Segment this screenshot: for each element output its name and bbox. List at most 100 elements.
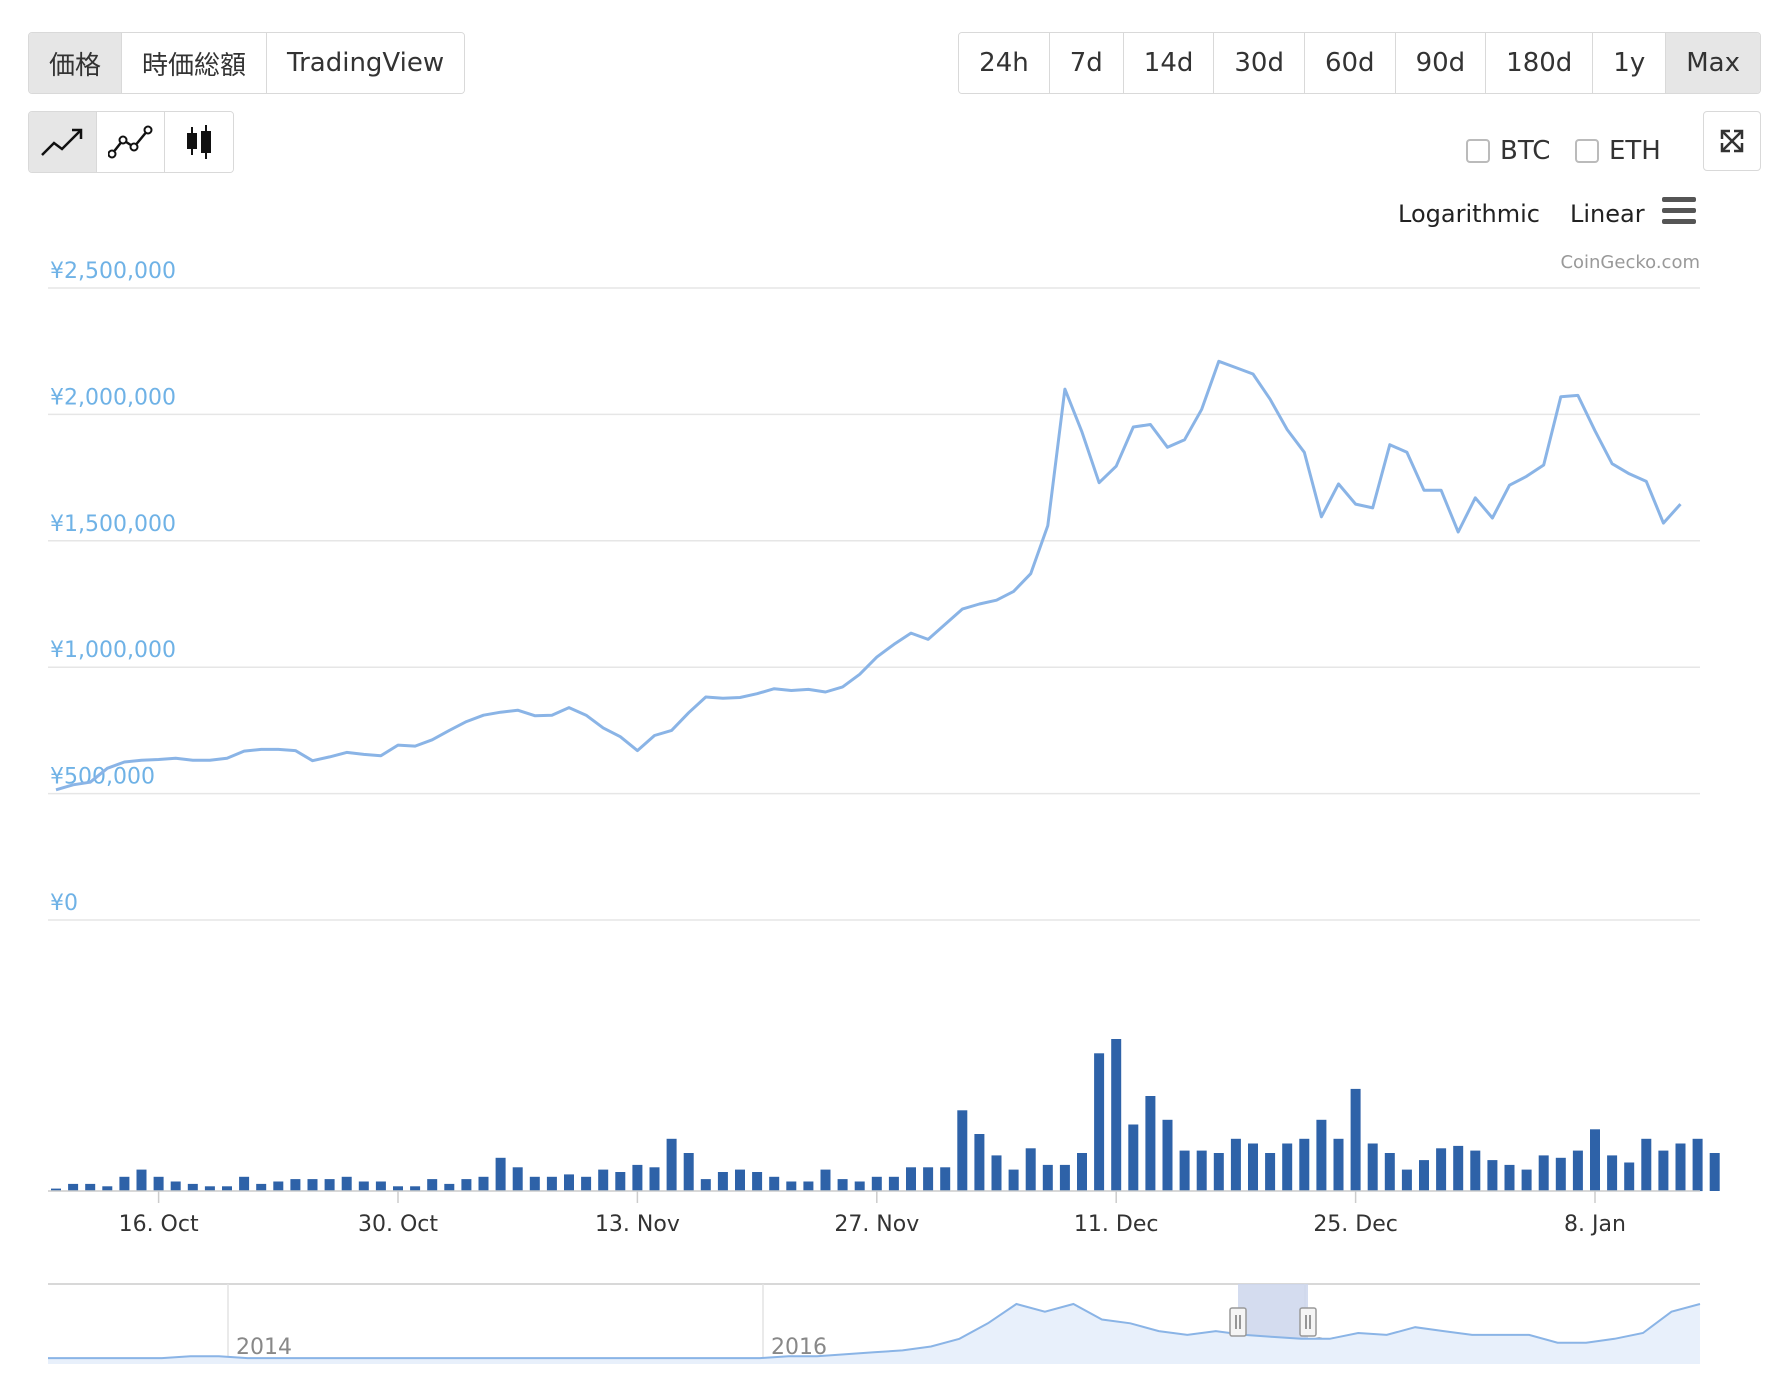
volume-bar — [1043, 1165, 1053, 1191]
volume-bar — [1060, 1165, 1070, 1191]
volume-bar — [598, 1170, 608, 1191]
volume-bar — [1436, 1148, 1446, 1191]
volume-bar — [564, 1174, 574, 1191]
volume-bar — [1573, 1151, 1583, 1191]
y-tick-label: ¥0 — [50, 891, 78, 916]
volume-bar — [632, 1165, 642, 1191]
volume-bar — [735, 1170, 745, 1191]
volume-bar — [889, 1177, 899, 1191]
volume-bar — [803, 1182, 813, 1192]
volume-bar — [667, 1139, 677, 1191]
volume-bar — [1282, 1144, 1292, 1192]
volume-bar — [821, 1170, 831, 1191]
y-tick-label: ¥1,000,000 — [50, 638, 176, 663]
navigator-handle[interactable] — [1300, 1308, 1316, 1336]
volume-bar — [1710, 1153, 1720, 1191]
volume-bar — [256, 1184, 266, 1191]
grid-lines — [48, 288, 1700, 920]
volume-bar — [1316, 1120, 1326, 1191]
volume-bar — [1180, 1151, 1190, 1191]
volume-bar — [171, 1182, 181, 1192]
volume-bar — [1402, 1170, 1412, 1191]
volume-bar — [1556, 1158, 1566, 1191]
volume-bar — [1607, 1155, 1617, 1191]
volume-bar — [855, 1182, 865, 1192]
volume-bar — [479, 1177, 489, 1191]
volume-bar — [1197, 1151, 1207, 1191]
volume-bar — [1368, 1144, 1378, 1192]
volume-bar — [957, 1110, 967, 1191]
volume-bar — [1470, 1151, 1480, 1191]
volume-bar — [1128, 1125, 1138, 1192]
x-axis: 16. Oct 30. Oct 13. Nov 27. Nov 11. Dec 25. D… — [48, 1191, 1700, 1237]
volume-bar — [1522, 1170, 1532, 1191]
volume-bar — [1077, 1153, 1087, 1191]
x-tick-label: 16. Oct — [119, 1212, 199, 1237]
navigator: 201420162018 — [48, 1284, 1700, 1364]
volume-bar — [684, 1153, 694, 1191]
volume-bar — [992, 1155, 1002, 1191]
volume-bar — [154, 1177, 164, 1191]
volume-bar — [530, 1177, 540, 1191]
volume-bar — [1590, 1129, 1600, 1191]
volume-bar — [1248, 1144, 1258, 1192]
x-tick-label: 8. Jan — [1564, 1212, 1626, 1237]
volume-bar — [650, 1167, 660, 1191]
volume-bar — [923, 1167, 933, 1191]
volume-bar — [974, 1134, 984, 1191]
y-tick-label: ¥1,500,000 — [50, 512, 176, 537]
volume-bar — [290, 1179, 300, 1191]
volume-bar — [359, 1182, 369, 1192]
x-tick-label: 27. Nov — [834, 1212, 919, 1237]
volume-bar — [906, 1167, 916, 1191]
volume-bar — [786, 1182, 796, 1192]
volume-bar — [461, 1179, 471, 1191]
volume-bar — [342, 1177, 352, 1191]
volume-bar — [1385, 1153, 1395, 1191]
volume-bar — [1145, 1096, 1155, 1191]
volume-bar — [273, 1182, 283, 1192]
price-line — [56, 361, 1681, 790]
volume-bar — [940, 1167, 950, 1191]
y-tick-label: ¥2,500,000 — [50, 259, 176, 284]
volume-bar — [872, 1177, 882, 1191]
volume-bar — [325, 1179, 335, 1191]
volume-bar — [496, 1158, 506, 1191]
volume-bar — [188, 1184, 198, 1191]
volume-bar — [1539, 1155, 1549, 1191]
volume-bar — [85, 1184, 95, 1191]
volume-bar — [752, 1172, 762, 1191]
volume-bar — [1231, 1139, 1241, 1191]
volume-bar — [1453, 1146, 1463, 1191]
volume-bar — [119, 1177, 129, 1191]
x-tick-label: 11. Dec — [1074, 1212, 1159, 1237]
volume-bar — [1009, 1170, 1019, 1191]
volume-bar — [1676, 1144, 1686, 1192]
volume-bar — [376, 1182, 386, 1192]
price-series — [56, 361, 1681, 790]
volume-bar — [1505, 1165, 1515, 1191]
y-axis-labels: ¥0¥500,000¥1,000,000¥1,500,000¥2,000,000… — [50, 259, 176, 916]
x-tick-label: 25. Dec — [1313, 1212, 1398, 1237]
navigator-handle[interactable] — [1230, 1308, 1246, 1336]
volume-series — [51, 1039, 1720, 1191]
navigator-area — [48, 1304, 1700, 1364]
volume-bar — [1163, 1120, 1173, 1191]
volume-bar — [1094, 1053, 1104, 1191]
volume-bar — [1214, 1153, 1224, 1191]
volume-bar — [769, 1177, 779, 1191]
volume-bar — [308, 1179, 318, 1191]
x-tick-label: 30. Oct — [358, 1212, 438, 1237]
volume-bar — [1419, 1160, 1429, 1191]
volume-bar — [1351, 1089, 1361, 1191]
volume-bar — [1641, 1139, 1651, 1191]
volume-bar — [615, 1172, 625, 1191]
volume-bar — [838, 1179, 848, 1191]
volume-bar — [427, 1179, 437, 1191]
volume-bar — [68, 1184, 78, 1191]
volume-bar — [137, 1170, 147, 1191]
volume-bar — [1658, 1151, 1668, 1191]
volume-bar — [239, 1177, 249, 1191]
volume-bar — [547, 1177, 557, 1191]
